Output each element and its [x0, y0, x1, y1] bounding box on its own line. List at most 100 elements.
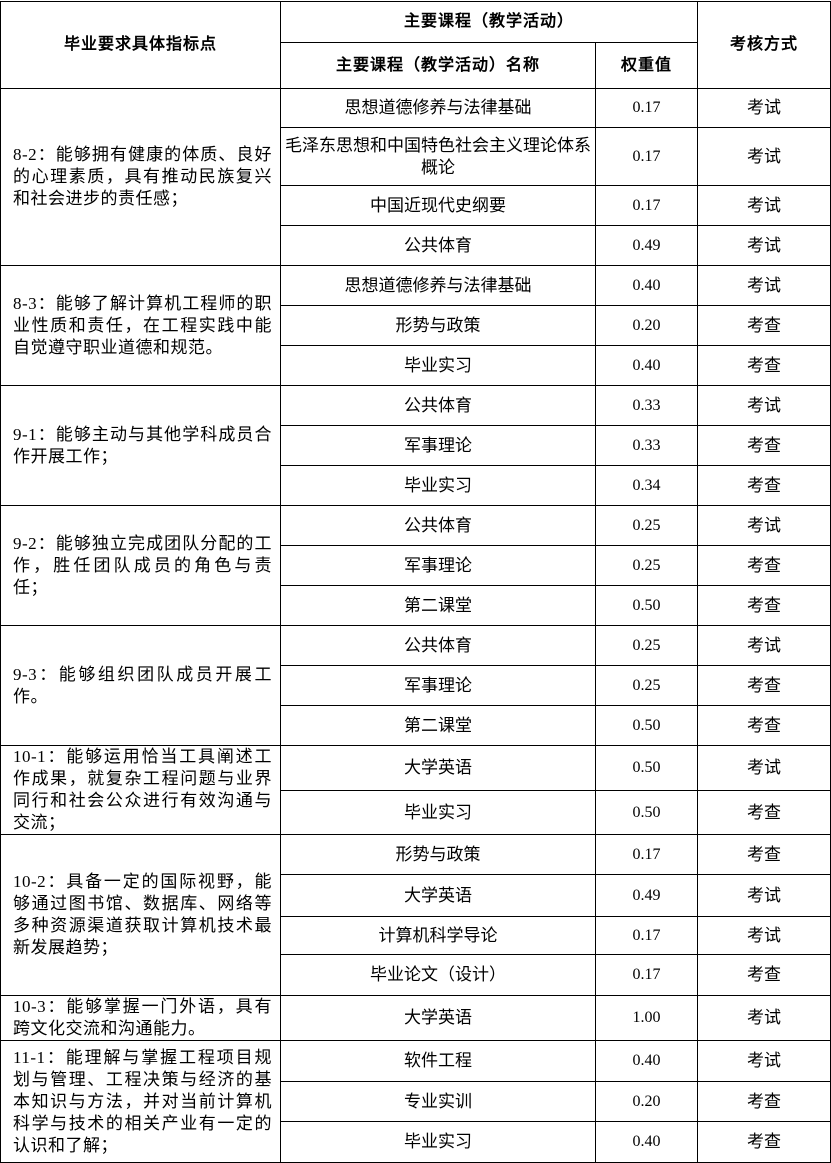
assessment-cell: 考试: [697, 225, 831, 266]
weight-cell: 0.17: [594, 185, 699, 226]
course-name-cell: 毕业实习: [280, 465, 596, 506]
weight-cell: 0.17: [594, 954, 699, 996]
weight-cell: 0.33: [594, 385, 699, 426]
assessment-cell: 考查: [697, 954, 831, 996]
course-name-cell: 大学英语: [280, 744, 596, 792]
table-row: 毛泽东思想和中国特色社会主义理论体系概论 0.17 考试: [1, 127, 831, 186]
indicator-cell: 10-1：能够运用恰当工具阐述工作成果，就复杂工程问题与业界同行和社会公众进行有…: [0, 745, 281, 835]
weight-cell: 0.17: [594, 88, 699, 128]
course-name-cell: 公共体育: [280, 225, 596, 266]
course-name-cell: 形势与政策: [280, 305, 596, 346]
table-row: 毕业实习 0.50 考查: [1, 790, 831, 835]
weight-cell: 0.25: [594, 625, 699, 666]
weight-cell: 1.00: [594, 995, 699, 1041]
course-name-cell: 大学英语: [280, 874, 596, 917]
weight-cell: 0.17: [594, 834, 699, 875]
course-name-cell: 毕业实习: [280, 345, 596, 386]
weight-cell: 0.40: [594, 1121, 699, 1163]
course-name-cell: 第二课堂: [280, 585, 596, 626]
course-name-cell: 计算机科学导论: [280, 916, 596, 955]
assessment-cell: 考查: [697, 465, 831, 506]
assessment-cell: 考试: [697, 88, 831, 128]
course-name-cell: 毕业论文（设计）: [280, 954, 596, 996]
course-name-cell: 毛泽东思想和中国特色社会主义理论体系概论: [280, 127, 596, 186]
course-name-cell: 毕业实习: [280, 790, 596, 835]
assessment-cell: 考查: [697, 345, 831, 386]
weight-cell: 0.40: [594, 1040, 699, 1082]
assessment-cell: 考试: [697, 1040, 831, 1082]
assessment-cell: 考查: [697, 425, 831, 466]
course-name-cell: 军事理论: [280, 545, 596, 586]
table-row: 8-3：能够了解计算机工程师的职业性质和责任，在工程实践中能自觉遵守职业道德和规…: [0, 265, 831, 386]
course-name-cell: 公共体育: [280, 625, 596, 666]
indicator-cell: 10-3：能够掌握一门外语，具有跨文化交流和沟通能力。: [0, 995, 281, 1041]
header-weight: 权重值: [594, 42, 699, 89]
table-row: 中国近现代史纲要 0.17 考试: [1, 185, 831, 226]
indicator-cell: 8-3：能够了解计算机工程师的职业性质和责任，在工程实践中能自觉遵守职业道德和规…: [0, 265, 281, 386]
table-row: 军事理论 0.33 考查: [1, 425, 831, 466]
indicator-cell: 9-3：能够组织团队成员开展工作。: [0, 625, 281, 746]
course-name-cell: 军事理论: [280, 665, 596, 706]
weight-cell: 0.25: [594, 545, 699, 586]
table-row: 计算机科学导论 0.17 考试: [1, 916, 831, 955]
table-row: 毕业论文（设计） 0.17 考查: [1, 954, 831, 996]
course-name-cell: 大学英语: [280, 995, 596, 1041]
course-name-cell: 形势与政策: [280, 834, 596, 875]
indicator-cell: 10-2：具备一定的国际视野，能够通过图书馆、数据库、网络等多种资源渠道获取计算…: [0, 834, 281, 996]
assessment-cell: 考试: [697, 265, 831, 306]
weight-cell: 0.50: [594, 585, 699, 626]
weight-cell: 0.34: [594, 465, 699, 506]
table-row: 毕业实习 0.40 考查: [1, 1121, 831, 1163]
assessment-cell: 考查: [697, 1121, 831, 1163]
course-name-cell: 公共体育: [280, 385, 596, 426]
weight-cell: 0.49: [594, 874, 699, 917]
indicator-cell: 9-1：能够主动与其他学科成员合作开展工作；: [0, 385, 281, 506]
assessment-cell: 考查: [697, 1081, 831, 1122]
weight-cell: 0.33: [594, 425, 699, 466]
table-row: 形势与政策 0.20 考查: [1, 305, 831, 346]
table-row: 10-1：能够运用恰当工具阐述工作成果，就复杂工程问题与业界同行和社会公众进行有…: [0, 744, 831, 835]
assessment-cell: 考查: [697, 834, 831, 875]
header-assessment: 考核方式: [697, 1, 831, 89]
weight-cell: 0.20: [594, 1081, 699, 1122]
header-course-name: 主要课程（教学活动）名称: [280, 42, 596, 89]
weight-cell: 0.40: [594, 265, 699, 306]
table-row: 军事理论 0.25 考查: [1, 545, 831, 586]
table-body: 8-2：能够拥有健康的体质、良好的心理素质，具有推动民族复兴和社会进步的责任感；…: [0, 88, 831, 1163]
header-indicator: 毕业要求具体指标点: [0, 1, 281, 89]
table-row: 10-2：具备一定的国际视野，能够通过图书馆、数据库、网络等多种资源渠道获取计算…: [0, 834, 831, 996]
course-name-cell: 专业实训: [280, 1081, 596, 1122]
assessment-cell: 考试: [697, 874, 831, 917]
indicator-cell: 11-1：能理解与掌握工程项目规划与管理、工程决策与经济的基本知识与方法，并对当…: [0, 1040, 281, 1163]
course-name-cell: 中国近现代史纲要: [280, 185, 596, 226]
table-row: 9-1：能够主动与其他学科成员合作开展工作； 公共体育 0.33 考试: [0, 385, 831, 506]
assessment-cell: 考试: [697, 995, 831, 1041]
assessment-cell: 考查: [697, 665, 831, 706]
weight-cell: 0.25: [594, 505, 699, 546]
table-row: 专业实训 0.20 考查: [1, 1081, 831, 1122]
weight-cell: 0.40: [594, 345, 699, 386]
table-row: 第二课堂 0.50 考查: [1, 705, 831, 746]
header-course-group: 主要课程（教学活动）: [279, 1, 699, 43]
assessment-cell: 考查: [697, 705, 831, 746]
assessment-cell: 考试: [697, 127, 831, 186]
assessment-cell: 考查: [697, 790, 831, 835]
table-row: 毕业实习 0.34 考查: [1, 465, 831, 506]
weight-cell: 0.49: [594, 225, 699, 266]
course-name-cell: 军事理论: [280, 425, 596, 466]
weight-cell: 0.20: [594, 305, 699, 346]
assessment-cell: 考试: [697, 744, 831, 792]
course-name-cell: 思想道德修养与法律基础: [280, 265, 596, 306]
table-row: 8-2：能够拥有健康的体质、良好的心理素质，具有推动民族复兴和社会进步的责任感；…: [0, 88, 831, 266]
assessment-cell: 考试: [697, 916, 831, 955]
assessment-cell: 考查: [697, 585, 831, 626]
table-row: 11-1：能理解与掌握工程项目规划与管理、工程决策与经济的基本知识与方法，并对当…: [0, 1040, 831, 1163]
course-name-cell: 软件工程: [280, 1040, 596, 1082]
table-row: 9-3：能够组织团队成员开展工作。 公共体育 0.25 考试: [0, 625, 831, 746]
table-row: 第二课堂 0.50 考查: [1, 585, 831, 626]
assessment-cell: 考试: [697, 185, 831, 226]
weight-cell: 0.50: [594, 790, 699, 835]
assessment-cell: 考试: [697, 625, 831, 666]
course-name-cell: 第二课堂: [280, 705, 596, 746]
